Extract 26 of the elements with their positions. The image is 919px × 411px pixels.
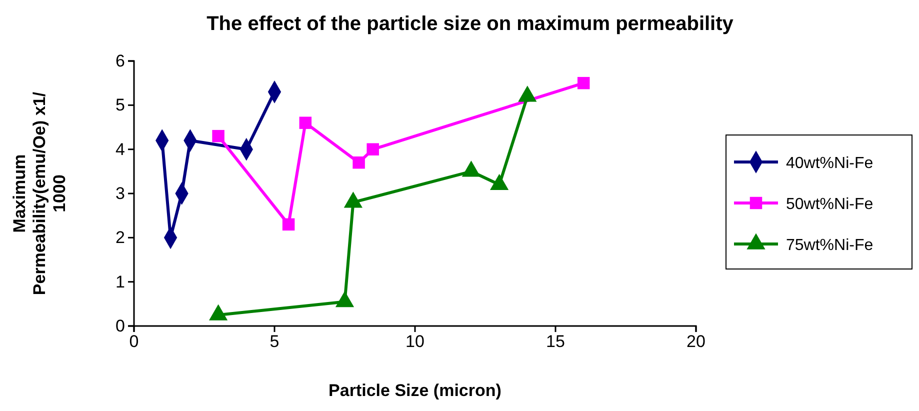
x-tick-label: 0: [129, 332, 139, 352]
point: [366, 143, 379, 156]
y-tick-label: 6: [116, 51, 125, 70]
y-tick-label: 3: [116, 184, 125, 203]
y-tick-label: 2: [116, 228, 125, 248]
y-axis-title: Maximum Permeability(emu/Oe) x1/ 1000: [10, 92, 69, 296]
point: [282, 218, 295, 231]
point: [299, 116, 312, 129]
x-tick-label: 20: [686, 332, 706, 352]
y-tick-label: 1: [116, 272, 125, 292]
legend-label: 75wt%Ni-Fe: [786, 237, 874, 254]
x-tick-label: 10: [406, 332, 424, 352]
point: [352, 156, 365, 169]
point: [577, 76, 590, 90]
x-tick-label: 5: [270, 332, 280, 352]
point: [212, 130, 224, 142]
chart-title: The effect of the particle size on maximum permeability: [206, 13, 734, 35]
x-tick-label: 15: [546, 332, 565, 352]
y-tick-label: 5: [116, 96, 125, 115]
y-tick-label: 4: [116, 140, 125, 159]
point: [335, 290, 354, 308]
legend-label: 50wt%Ni-Fe: [786, 196, 874, 213]
legend-label: 40wt%Ni-Fe: [786, 155, 874, 172]
y-tick-label: 0: [116, 316, 125, 336]
point: [208, 304, 228, 320]
x-axis-title: Particle Size (micron): [328, 381, 502, 400]
